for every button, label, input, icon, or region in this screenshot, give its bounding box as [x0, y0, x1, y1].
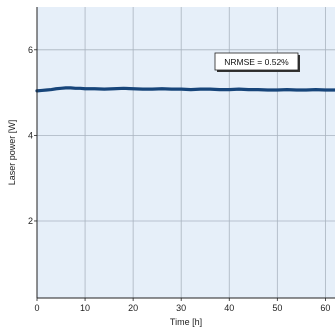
- x-tick-label: 40: [224, 303, 234, 313]
- axes: [34, 7, 335, 301]
- series-line-0: [35, 86, 335, 93]
- series-layer: [35, 86, 335, 93]
- x-tick-label: 0: [34, 303, 39, 313]
- nrmse-annotation: NRMSE = 0.52%: [214, 52, 300, 72]
- x-tick-label: 30: [176, 303, 186, 313]
- x-tick-label: 50: [272, 303, 282, 313]
- y-tick-label: 2: [28, 216, 33, 226]
- annotation-text: NRMSE = 0.52%: [224, 57, 289, 67]
- y-tick-label: 4: [28, 130, 33, 140]
- plot-area: [37, 7, 335, 298]
- x-tick-label: 10: [80, 303, 90, 313]
- x-tick-label: 20: [128, 303, 138, 313]
- y-tick-label: 6: [28, 45, 33, 55]
- tick-labels: 0 10 20 30 40 50 60 2 4 6: [28, 45, 330, 313]
- y-axis-label: Laser power [W]: [7, 120, 17, 186]
- annotation-box: [214, 52, 299, 71]
- x-axis-label: Time [h]: [170, 317, 202, 327]
- x-tick-label: 60: [320, 303, 330, 313]
